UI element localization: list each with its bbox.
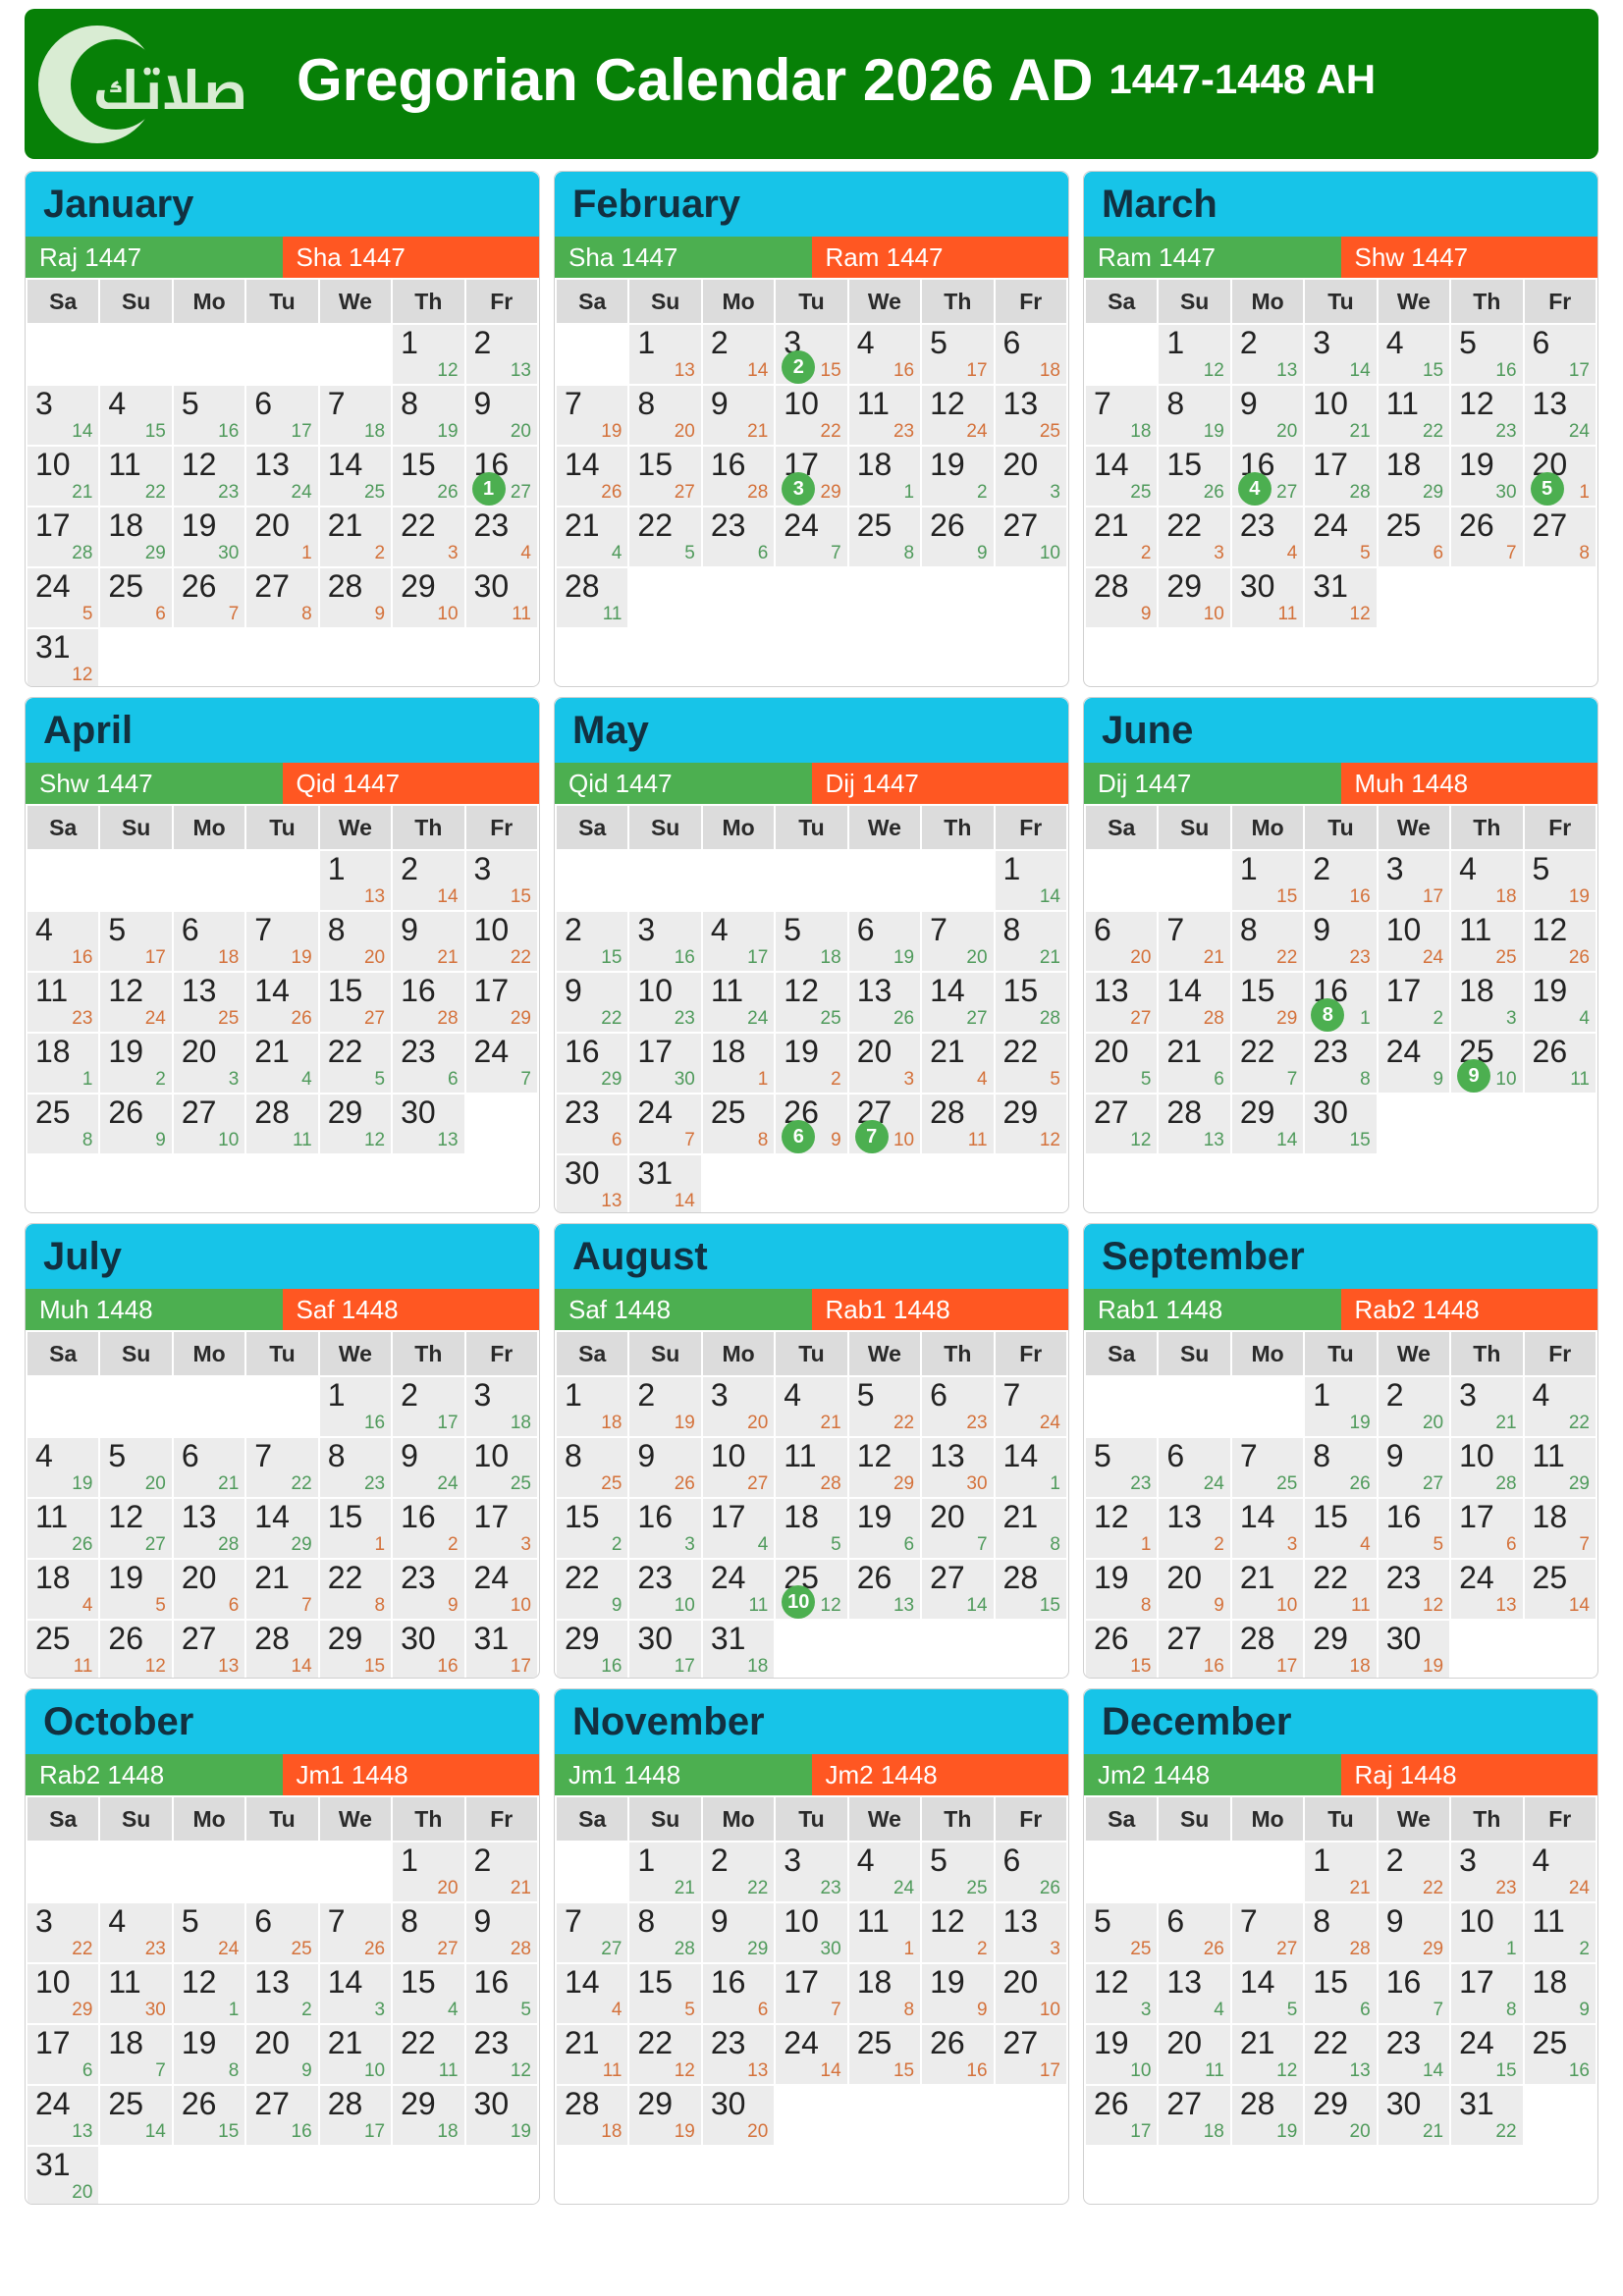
- svg-text:صلاتك: صلاتك: [93, 42, 247, 142]
